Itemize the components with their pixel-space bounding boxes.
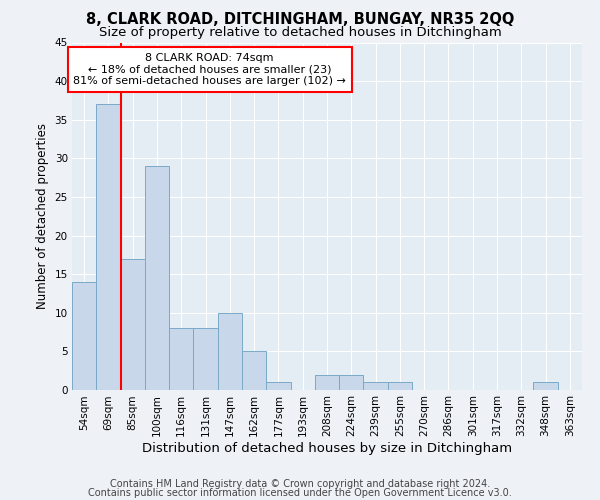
Bar bbox=[193, 328, 218, 390]
Text: 8, CLARK ROAD, DITCHINGHAM, BUNGAY, NR35 2QQ: 8, CLARK ROAD, DITCHINGHAM, BUNGAY, NR35… bbox=[86, 12, 514, 28]
Bar bbox=[339, 374, 364, 390]
Bar bbox=[121, 258, 145, 390]
Bar bbox=[364, 382, 388, 390]
Bar bbox=[315, 374, 339, 390]
Text: Contains HM Land Registry data © Crown copyright and database right 2024.: Contains HM Land Registry data © Crown c… bbox=[110, 479, 490, 489]
Text: 8 CLARK ROAD: 74sqm
← 18% of detached houses are smaller (23)
81% of semi-detach: 8 CLARK ROAD: 74sqm ← 18% of detached ho… bbox=[73, 53, 346, 86]
Bar bbox=[169, 328, 193, 390]
Text: Size of property relative to detached houses in Ditchingham: Size of property relative to detached ho… bbox=[98, 26, 502, 39]
Bar bbox=[533, 382, 558, 390]
Text: Contains public sector information licensed under the Open Government Licence v3: Contains public sector information licen… bbox=[88, 488, 512, 498]
X-axis label: Distribution of detached houses by size in Ditchingham: Distribution of detached houses by size … bbox=[142, 442, 512, 455]
Bar bbox=[266, 382, 290, 390]
Bar bbox=[145, 166, 169, 390]
Bar bbox=[218, 313, 242, 390]
Bar bbox=[388, 382, 412, 390]
Bar bbox=[72, 282, 96, 390]
Bar bbox=[242, 352, 266, 390]
Y-axis label: Number of detached properties: Number of detached properties bbox=[36, 123, 49, 309]
Bar bbox=[96, 104, 121, 390]
